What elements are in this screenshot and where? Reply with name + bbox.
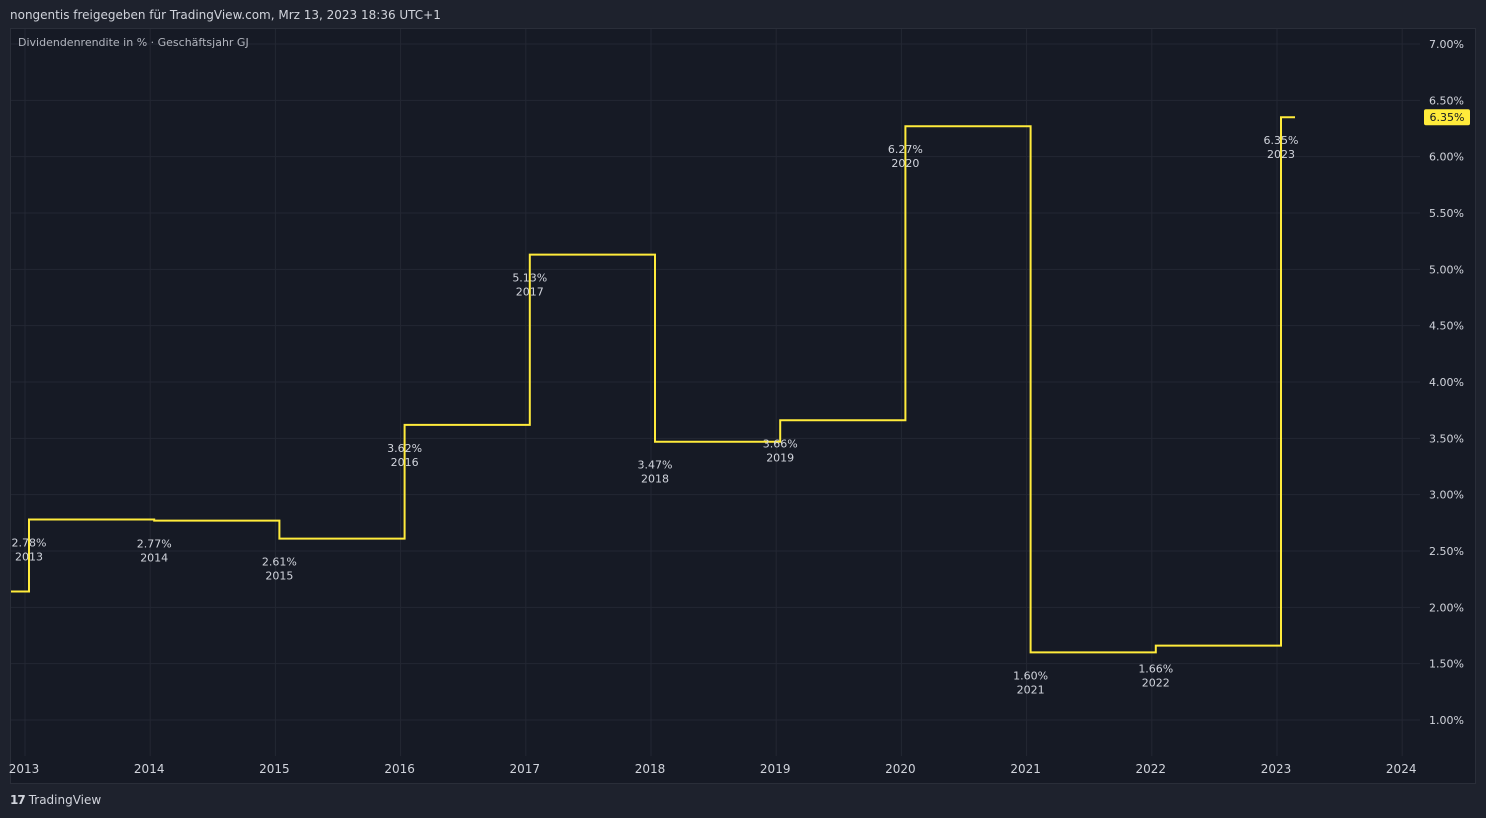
chart-panel[interactable] [10, 28, 1476, 784]
attribution-text: nongentis freigegeben für TradingView.co… [10, 8, 441, 22]
footer-brand[interactable]: 17 TradingView [10, 793, 101, 807]
attribution-bar: nongentis freigegeben für TradingView.co… [0, 0, 1486, 28]
tradingview-logo-icon: 17 [10, 793, 26, 807]
series-legend: Dividendenrendite in % · Geschäftsjahr G… [18, 36, 249, 49]
brand-name: TradingView [28, 793, 102, 807]
